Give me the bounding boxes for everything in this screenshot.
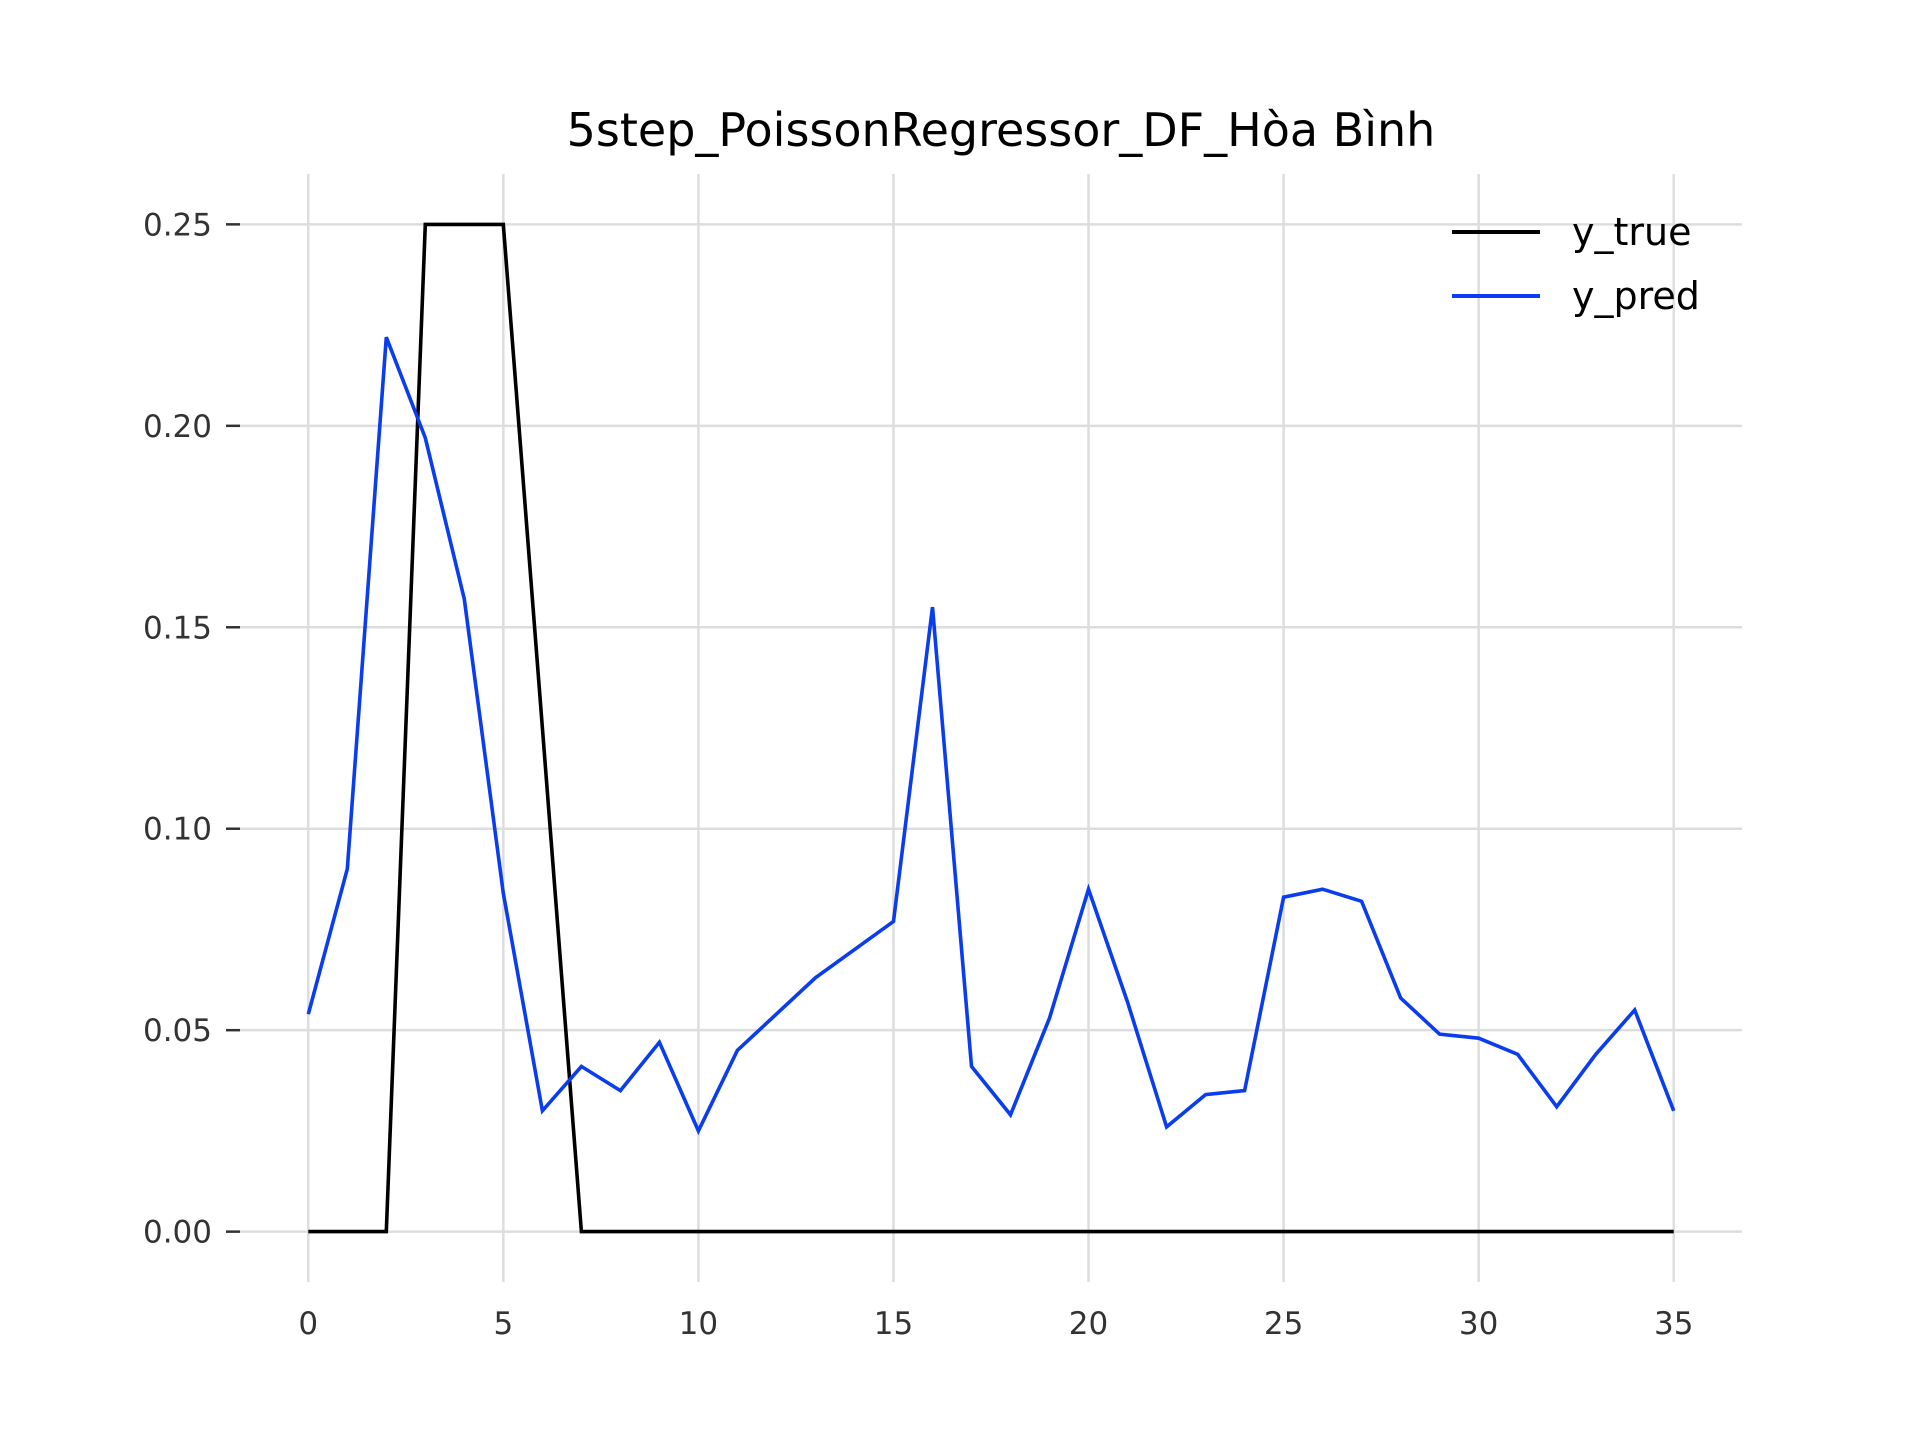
axis-ticks: 0 5 10 15 20 25 30 35 0.00 0.05 0.10 0.15 0.20 0.25 bbox=[143, 207, 1693, 1342]
grid-lines bbox=[240, 174, 1742, 1282]
y-tick-label: 0.00 bbox=[143, 1215, 212, 1251]
y-tick-label: 0.25 bbox=[143, 207, 212, 243]
legend-label: y_pred bbox=[1572, 274, 1700, 318]
y-tick-label: 0.10 bbox=[143, 812, 212, 848]
series-lines bbox=[306, 222, 1676, 1234]
y-tick-label: 0.20 bbox=[143, 409, 212, 445]
x-tick-label: 35 bbox=[1654, 1306, 1693, 1342]
x-tick-label: 10 bbox=[679, 1306, 718, 1342]
legend-label: y_true bbox=[1572, 210, 1691, 254]
legend: y_true y_pred bbox=[1452, 210, 1700, 318]
series-line-y-pred bbox=[306, 336, 1676, 1136]
x-tick-label: 20 bbox=[1069, 1306, 1108, 1342]
x-tick-label: 15 bbox=[874, 1306, 913, 1342]
y-tick-label: 0.05 bbox=[143, 1013, 212, 1049]
x-tick-label: 0 bbox=[298, 1306, 318, 1342]
x-tick-label: 30 bbox=[1459, 1306, 1498, 1342]
chart-title: 5step_PoissonRegressor_DF_Hòa Bình bbox=[567, 103, 1436, 157]
x-tick-label: 25 bbox=[1264, 1306, 1303, 1342]
y-tick-label: 0.15 bbox=[143, 610, 212, 646]
x-tick-label: 5 bbox=[493, 1306, 513, 1342]
series-line-y-true bbox=[308, 222, 1674, 1234]
